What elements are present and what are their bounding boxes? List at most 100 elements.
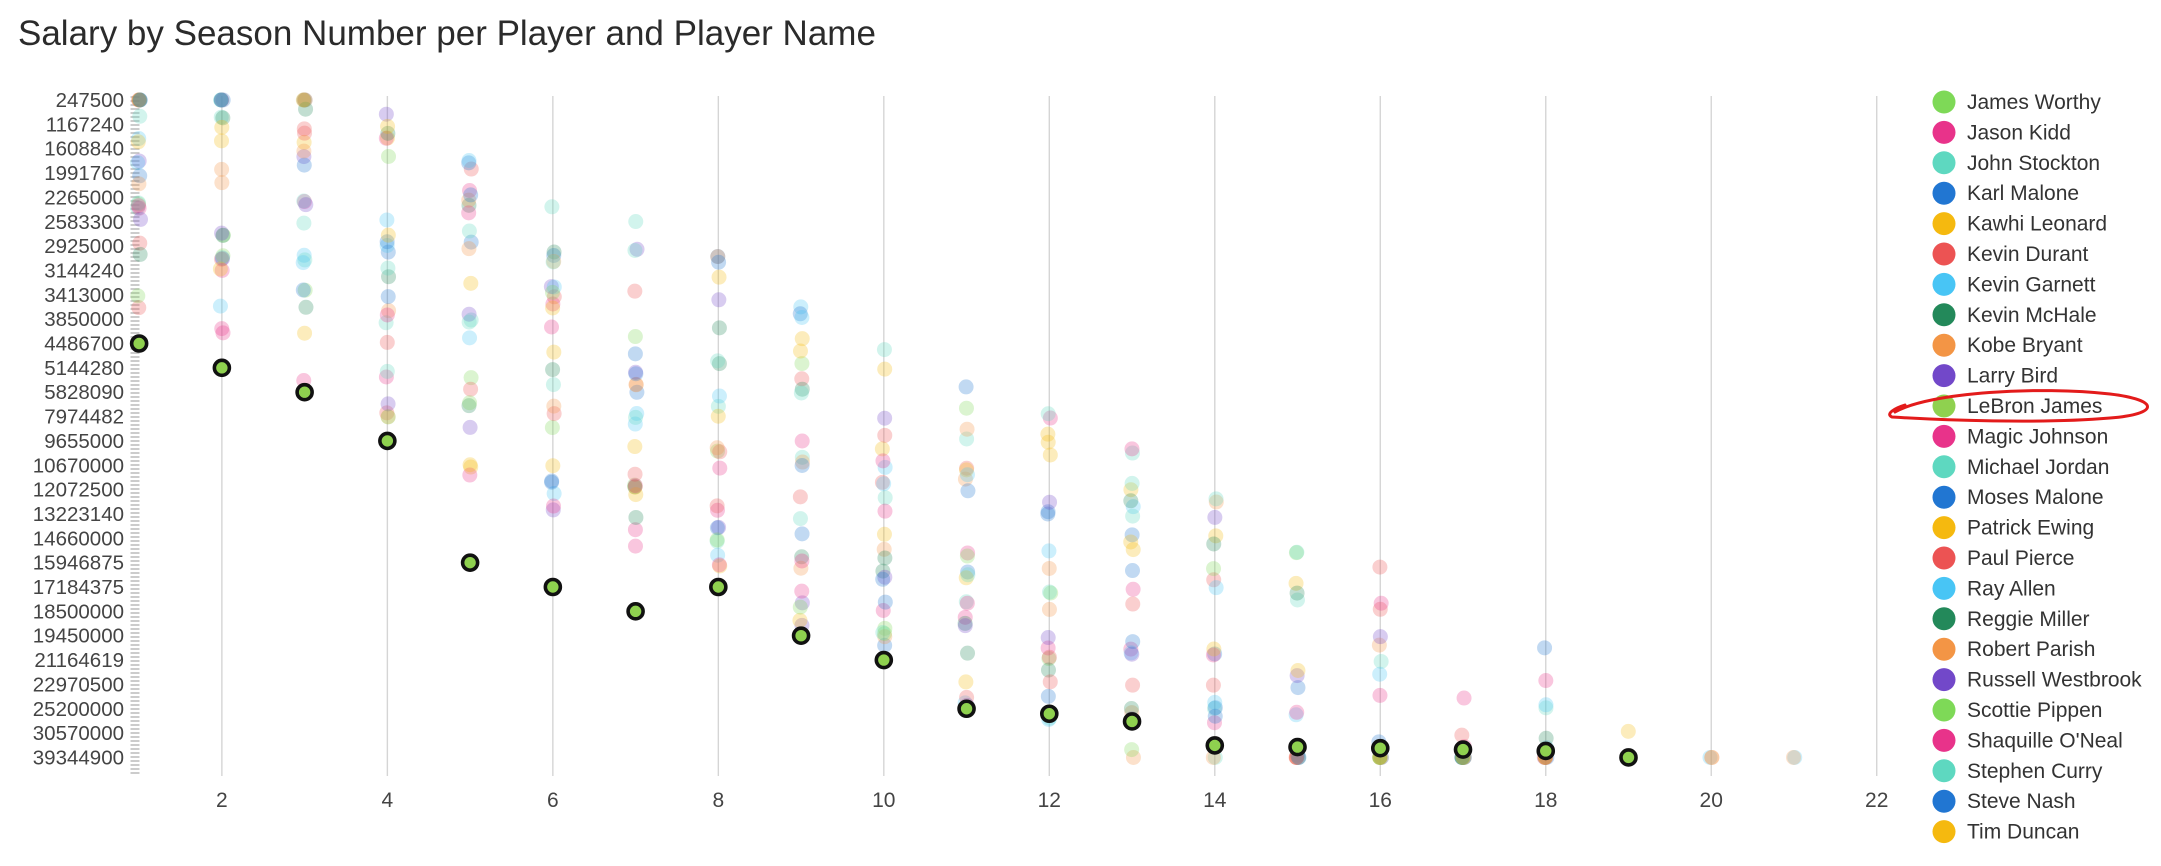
highlighted-point[interactable]	[791, 626, 811, 646]
legend-item[interactable]: Jason Kidd	[1932, 120, 2071, 145]
data-point	[130, 155, 146, 171]
data-point	[462, 457, 478, 473]
legend-item[interactable]: Robert Parish	[1932, 637, 2096, 662]
y-tick-label: 2583300	[44, 211, 124, 234]
legend-item[interactable]: Kawhi Leonard	[1932, 212, 2108, 236]
legend-item[interactable]: James Worthy	[1932, 90, 2102, 115]
legend-label: Scottie Pippen	[1967, 699, 2102, 722]
data-point	[1538, 673, 1554, 689]
legend-item[interactable]: Scottie Pippen	[1932, 698, 2103, 723]
data-point	[380, 125, 396, 141]
legend-item[interactable]: Tim Duncan	[1932, 820, 2080, 844]
data-point	[1289, 592, 1305, 608]
data-point	[960, 483, 976, 499]
highlighted-point[interactable]	[378, 431, 397, 451]
data-point	[213, 92, 229, 108]
highlighted-point[interactable]	[1453, 740, 1473, 759]
data-point	[1702, 749, 1718, 765]
legend-item[interactable]: Kevin McHale	[1932, 303, 2097, 327]
legend-item[interactable]: Michael Jordan	[1932, 455, 2110, 479]
highlighted-point[interactable]	[460, 553, 480, 572]
legend-item[interactable]: Magic Johnson	[1932, 424, 2109, 449]
legend-item[interactable]: Stephen Curry	[1932, 759, 2103, 783]
data-point	[131, 131, 147, 147]
legend-item[interactable]: Shaquille O'Neal	[1932, 728, 2123, 753]
legend-item[interactable]: Kobe Bryant	[1932, 333, 2083, 358]
highlighted-point[interactable]	[1122, 712, 1142, 731]
data-point	[1124, 527, 1140, 543]
data-point	[296, 143, 312, 159]
highlighted-point[interactable]	[1619, 748, 1638, 767]
legend-label: Larry Bird	[1967, 365, 2058, 388]
data-point	[296, 193, 312, 209]
y-tick-label: 4486700	[44, 333, 124, 356]
legend-item[interactable]: Karl Malone	[1932, 181, 2080, 206]
legend-swatch	[1932, 485, 1956, 509]
data-point	[710, 249, 726, 265]
data-point	[546, 498, 562, 514]
data-point	[957, 471, 973, 487]
highlighted-point[interactable]	[874, 650, 894, 670]
highlighted-point[interactable]	[709, 577, 728, 597]
data-point	[1208, 494, 1224, 510]
data-point	[131, 196, 147, 212]
x-tick-label: 4	[382, 789, 394, 812]
legend-item[interactable]: Larry Bird	[1932, 364, 2059, 388]
data-point	[130, 200, 146, 216]
legend-item[interactable]: Kevin Garnett	[1932, 272, 2096, 297]
data-point	[130, 195, 146, 211]
highlighted-point[interactable]	[626, 602, 645, 621]
data-point	[711, 356, 727, 372]
legend-label: Robert Parish	[1967, 638, 2095, 661]
highlighted-point[interactable]	[957, 699, 976, 719]
data-point	[709, 532, 725, 548]
data-point	[215, 325, 231, 341]
data-point	[957, 615, 973, 631]
data-point	[133, 211, 149, 227]
highlighted-point[interactable]	[1040, 704, 1059, 724]
legend-item[interactable]: Patrick Ewing	[1932, 516, 2095, 540]
legend[interactable]: James Worthy Jason Kidd John Stockton Karl …	[1932, 90, 2143, 844]
legend-item[interactable]: Ray Allen	[1932, 576, 2056, 601]
highlighted-point[interactable]	[1536, 741, 1556, 761]
data-point	[379, 234, 395, 250]
legend-item[interactable]: John Stockton	[1932, 151, 2101, 175]
data-point	[876, 476, 892, 492]
highlighted-point[interactable]	[295, 382, 314, 402]
data-point	[1125, 596, 1141, 612]
data-point	[461, 241, 477, 257]
legend-item[interactable]: LeBron James	[1932, 394, 2103, 419]
data-point	[794, 553, 810, 569]
data-points	[130, 92, 1803, 765]
data-point	[1040, 640, 1056, 656]
legend-item[interactable]: Russell Westbrook	[1932, 668, 2143, 692]
legend-item[interactable]: Paul Pierce	[1932, 546, 2075, 571]
legend-label: Magic Johnson	[1967, 425, 2108, 448]
highlighted-point[interactable]	[1370, 738, 1390, 758]
data-point	[544, 319, 560, 335]
highlighted-point[interactable]	[543, 577, 563, 597]
highlighted-point[interactable]	[1205, 736, 1225, 755]
highlighted-point[interactable]	[129, 334, 149, 353]
data-point	[794, 549, 810, 565]
highlighted-point[interactable]	[1288, 737, 1307, 757]
legend-item[interactable]: Steve Nash	[1932, 789, 2076, 814]
data-point	[874, 474, 890, 490]
data-point	[1125, 677, 1141, 693]
data-point	[1208, 580, 1224, 596]
data-point	[628, 409, 644, 425]
data-point	[214, 133, 230, 149]
highlighted-point[interactable]	[212, 358, 232, 378]
legend-item[interactable]: Reggie Miller	[1932, 607, 2090, 631]
legend-item[interactable]: Moses Malone	[1932, 485, 2104, 510]
legend-item[interactable]: Kevin Durant	[1932, 242, 2089, 267]
data-point	[1372, 666, 1388, 682]
data-point	[546, 289, 562, 305]
data-point	[212, 298, 228, 314]
data-point	[215, 110, 231, 126]
data-point	[296, 157, 312, 173]
data-point	[1040, 630, 1056, 646]
data-point	[960, 567, 976, 583]
data-point	[1042, 447, 1058, 463]
data-point	[296, 247, 312, 263]
